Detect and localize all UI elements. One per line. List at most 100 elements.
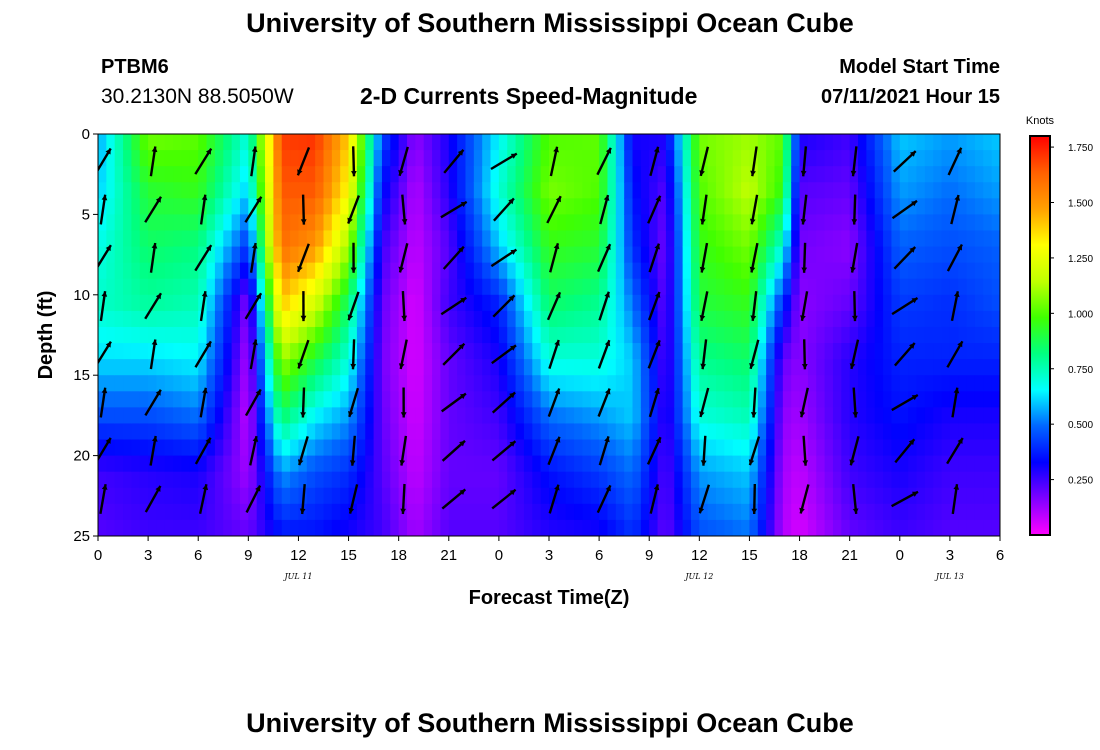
heatmap-cell bbox=[657, 407, 667, 425]
heatmap-cell bbox=[841, 519, 851, 536]
heatmap-cell bbox=[624, 326, 634, 344]
heatmap-cell bbox=[933, 214, 943, 232]
heatmap-cell bbox=[114, 471, 124, 489]
heatmap-cell bbox=[933, 471, 943, 489]
heatmap-cell bbox=[131, 230, 141, 248]
current-vector bbox=[648, 243, 661, 273]
heatmap-cell bbox=[766, 487, 776, 505]
heatmap-cell bbox=[331, 214, 341, 232]
heatmap-cell bbox=[732, 294, 742, 312]
heatmap-cell bbox=[223, 198, 233, 215]
heatmap-cell bbox=[699, 166, 709, 183]
heatmap-cell bbox=[891, 455, 901, 473]
heatmap-cell bbox=[148, 519, 158, 536]
heatmap-cell bbox=[214, 343, 224, 360]
heatmap-cell bbox=[473, 278, 483, 296]
heatmap-cell bbox=[98, 407, 107, 425]
heatmap-cell bbox=[640, 294, 650, 312]
heatmap-cell bbox=[782, 503, 792, 521]
heatmap-cell bbox=[273, 310, 283, 328]
current-vector bbox=[440, 200, 468, 219]
heatmap-cell bbox=[490, 278, 500, 296]
heatmap-cell bbox=[607, 439, 617, 457]
heatmap-cell bbox=[198, 503, 208, 521]
heatmap-cell bbox=[841, 487, 851, 505]
heatmap-cell bbox=[908, 375, 918, 392]
heatmap-cell bbox=[248, 375, 258, 392]
heatmap-cell bbox=[974, 278, 984, 296]
heatmap-cell bbox=[373, 391, 383, 408]
heatmap-cell bbox=[223, 310, 233, 328]
heatmap-cell bbox=[665, 439, 675, 457]
heatmap-cell bbox=[549, 519, 558, 536]
heatmap-cell bbox=[766, 471, 776, 489]
heatmap-cell bbox=[774, 519, 784, 536]
heatmap-cell bbox=[766, 166, 776, 183]
heatmap-cell bbox=[173, 166, 183, 183]
heatmap-cell bbox=[824, 182, 834, 199]
heatmap-cell bbox=[874, 503, 884, 521]
heatmap-cell bbox=[674, 246, 684, 264]
heatmap-cell bbox=[173, 214, 183, 232]
heatmap-cell bbox=[365, 519, 375, 536]
heatmap-cell bbox=[782, 407, 792, 425]
heatmap-cell bbox=[206, 455, 216, 473]
heatmap-cell bbox=[874, 214, 884, 232]
heatmap-cell bbox=[423, 310, 433, 328]
heatmap-cell bbox=[883, 375, 893, 392]
heatmap-cell bbox=[866, 471, 876, 489]
current-vector bbox=[596, 147, 612, 176]
heatmap-cell bbox=[214, 230, 224, 248]
heatmap-cell bbox=[256, 326, 266, 344]
heatmap-cell bbox=[716, 278, 725, 296]
current-vector bbox=[548, 484, 560, 514]
heatmap-cell bbox=[390, 230, 400, 248]
heatmap-cell bbox=[849, 455, 859, 473]
heatmap-cell bbox=[164, 407, 174, 425]
heatmap-cell bbox=[432, 150, 442, 167]
heatmap-cell bbox=[866, 310, 876, 328]
heatmap-cell bbox=[849, 278, 859, 296]
heatmap-cell bbox=[407, 519, 416, 536]
heatmap-cell bbox=[991, 519, 1000, 536]
heatmap-cell bbox=[958, 391, 968, 408]
heatmap-cell bbox=[849, 262, 859, 280]
heatmap-cell bbox=[874, 519, 884, 536]
heatmap-cell bbox=[832, 487, 842, 505]
heatmap-cell bbox=[582, 423, 592, 441]
heatmap-cell bbox=[983, 262, 993, 280]
heatmap-cell bbox=[473, 391, 483, 408]
heatmap-cell bbox=[390, 407, 400, 425]
heatmap-cell bbox=[265, 519, 274, 536]
heatmap-cell bbox=[465, 134, 475, 151]
heatmap-cell bbox=[657, 182, 667, 199]
heatmap-cell bbox=[139, 294, 149, 312]
heatmap-cell bbox=[423, 407, 433, 425]
heatmap-cell bbox=[306, 391, 316, 408]
heatmap-cell bbox=[941, 519, 951, 536]
heatmap-cell bbox=[448, 294, 458, 312]
heatmap-cell bbox=[924, 407, 934, 425]
heatmap-cell bbox=[782, 198, 792, 215]
heatmap-cell bbox=[98, 326, 107, 344]
heatmap-cell bbox=[256, 150, 266, 167]
heatmap-cell bbox=[331, 198, 341, 215]
heatmap-cell bbox=[799, 487, 809, 505]
heatmap-cell bbox=[273, 166, 283, 183]
heatmap-cell bbox=[206, 519, 216, 536]
heatmap-cell bbox=[273, 471, 283, 489]
heatmap-cell bbox=[649, 455, 659, 473]
heatmap-cell bbox=[657, 326, 667, 344]
heatmap-cell bbox=[148, 423, 158, 441]
heatmap-cell bbox=[273, 519, 283, 536]
heatmap-cell bbox=[824, 343, 834, 360]
heatmap-cell bbox=[381, 359, 391, 376]
heatmap-cell bbox=[106, 214, 116, 232]
heatmap-cell bbox=[690, 407, 700, 425]
heatmap-cell bbox=[198, 439, 208, 457]
heatmap-cell bbox=[574, 310, 584, 328]
heatmap-cell bbox=[724, 214, 734, 232]
heatmap-cell bbox=[432, 166, 442, 183]
heatmap-cell bbox=[164, 310, 174, 328]
heatmap-cell bbox=[198, 471, 208, 489]
